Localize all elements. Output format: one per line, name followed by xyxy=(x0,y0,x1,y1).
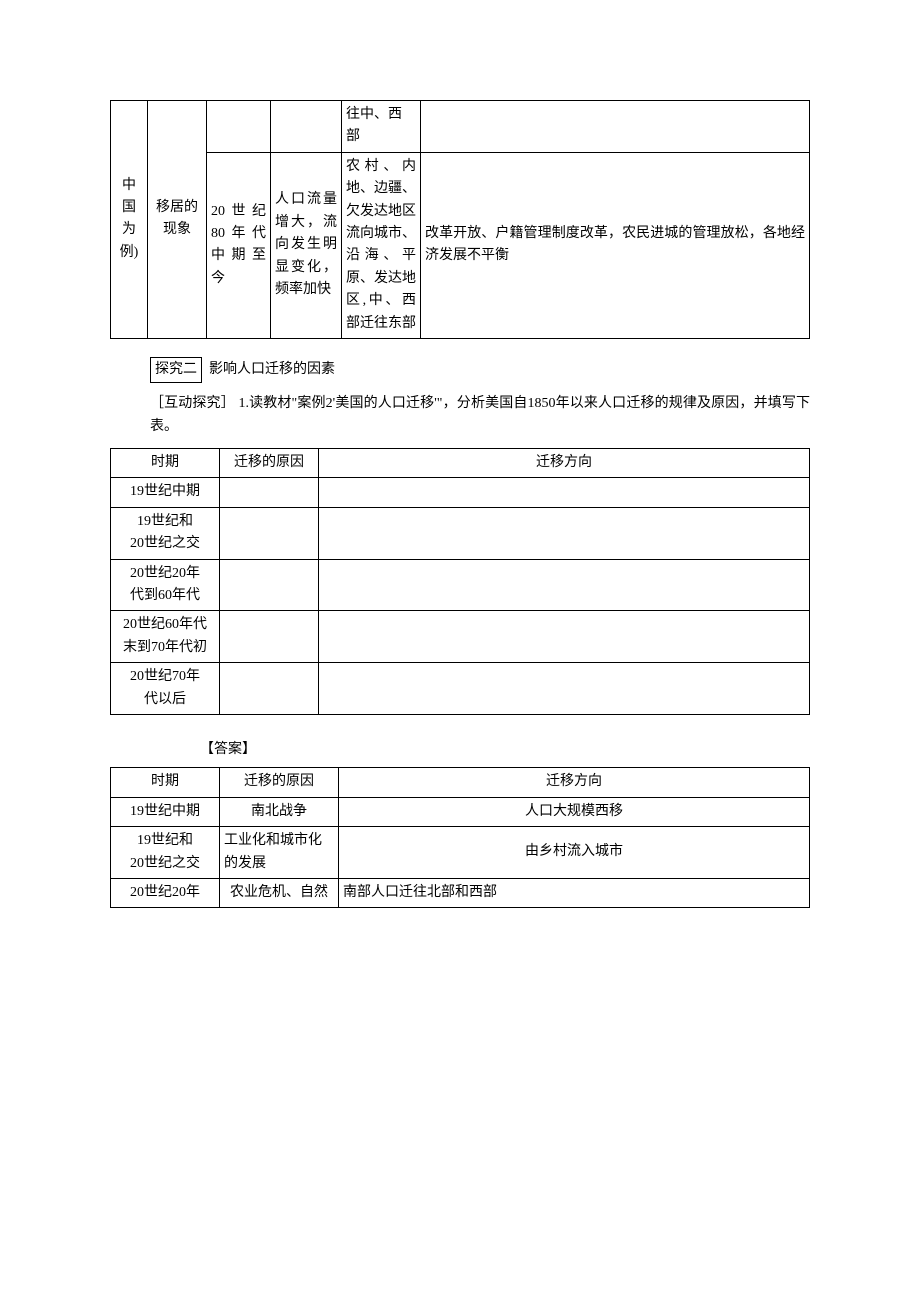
t1-r1c5: 往中、西 部 xyxy=(342,101,421,153)
t2-r3c3 xyxy=(319,559,810,611)
t3-r2c1: 19世纪和 20世纪之交 xyxy=(111,827,220,879)
t1-r1c2b: 现象 xyxy=(163,222,191,237)
t1-r1c2a: 移居的 xyxy=(156,200,198,215)
t3-r2c1a: 19世纪和 xyxy=(137,833,193,848)
t2-r2c1b: 20世纪之交 xyxy=(130,536,200,551)
t1-r2c6: 改革开放、户籍管理制度改革，农民进城的管理放松，各地经济发展不平衡 xyxy=(421,152,810,338)
t1-r1c5a: 往中、西 xyxy=(346,107,402,122)
t1-r1c3 xyxy=(207,101,271,153)
t1-col2: 移居的 现象 xyxy=(148,101,207,339)
intro-paragraph: ［互动探究］ 1.读教材"案例2'美国的人口迁移'"，分析美国自1850年以来人… xyxy=(150,393,810,438)
t2-r4c2 xyxy=(220,611,319,663)
t1-r2c3: 20世纪80年代中期至今 xyxy=(207,152,271,338)
t2-h3: 迁移方向 xyxy=(319,449,810,478)
t1-r1c5b: 部 xyxy=(346,129,360,144)
t3-r1c1: 19世纪中期 xyxy=(111,797,220,826)
answer-label: 【答案】 xyxy=(200,739,810,761)
t1-r1c6 xyxy=(421,101,810,153)
t1-r2c5: 农村、内地、边疆、欠发达地区流向城市、沿海、平原、发达地区,中、西部迁往东部 xyxy=(342,152,421,338)
t2-r2c3 xyxy=(319,507,810,559)
heading-box: 探究二 xyxy=(150,357,202,383)
t1-col1-l3: 为 xyxy=(122,222,136,237)
t2-r5c1b: 代以后 xyxy=(144,692,186,707)
t2-r5c1a: 20世纪70年 xyxy=(130,669,200,684)
t2-r4c3 xyxy=(319,611,810,663)
t3-h3: 迁移方向 xyxy=(339,768,810,797)
t3-r2c1b: 20世纪之交 xyxy=(130,856,200,871)
t2-r4c1b: 末到70年代初 xyxy=(123,640,207,655)
t1-r1c4 xyxy=(271,101,342,153)
t2-r5c3 xyxy=(319,663,810,715)
table-us-migration-answers: 时期 迁移的原因 迁移方向 19世纪中期 南北战争 人口大规模西移 19世纪和 … xyxy=(110,767,810,908)
t2-r1c1: 19世纪中期 xyxy=(111,478,220,507)
t3-h1: 时期 xyxy=(111,768,220,797)
t3-r1c3: 人口大规模西移 xyxy=(339,797,810,826)
t2-r5c1: 20世纪70年 代以后 xyxy=(111,663,220,715)
t3-r3c1: 20世纪20年 xyxy=(111,878,220,907)
t3-r3c3: 南部人口迁往北部和西部 xyxy=(339,878,810,907)
t2-r2c1: 19世纪和 20世纪之交 xyxy=(111,507,220,559)
t2-r4c1a: 20世纪60年代 xyxy=(123,617,207,632)
t2-r3c1b: 代到60年代 xyxy=(130,588,200,603)
t2-h1: 时期 xyxy=(111,449,220,478)
t1-col1-l2: 国 xyxy=(122,200,136,215)
t2-r4c1: 20世纪60年代 末到70年代初 xyxy=(111,611,220,663)
t2-r3c1: 20世纪20年 代到60年代 xyxy=(111,559,220,611)
t2-r3c1a: 20世纪20年 xyxy=(130,566,200,581)
t2-r1c3 xyxy=(319,478,810,507)
t3-r1c2: 南北战争 xyxy=(220,797,339,826)
t1-col1-l1: 中 xyxy=(122,178,136,193)
t2-r2c2 xyxy=(220,507,319,559)
t2-r2c1a: 19世纪和 xyxy=(137,514,193,529)
table-us-migration-blank: 时期 迁移的原因 迁移方向 19世纪中期 19世纪和 20世纪之交 20世纪20… xyxy=(110,448,810,715)
t3-r2c2: 工业化和城市化的发展 xyxy=(220,827,339,879)
t3-h2: 迁移的原因 xyxy=(220,768,339,797)
table-china-migration: 中 国 为 例) 移居的 现象 往中、西 部 20世纪80年代中期至今 人口流量… xyxy=(110,100,810,339)
t1-r2c4: 人口流量增大，流向发生明显变化，频率加快 xyxy=(271,152,342,338)
t2-r1c2 xyxy=(220,478,319,507)
heading-text: 影响人口迁移的因素 xyxy=(209,362,335,377)
t2-r3c2 xyxy=(220,559,319,611)
t3-r3c2: 农业危机、自然 xyxy=(220,878,339,907)
t1-col1-l4: 例) xyxy=(120,245,139,260)
t3-r2c3: 由乡村流入城市 xyxy=(339,827,810,879)
section-heading: 探究二 影响人口迁移的因素 xyxy=(150,357,810,383)
t2-r5c2 xyxy=(220,663,319,715)
t1-col1: 中 国 为 例) xyxy=(111,101,148,339)
t2-h2: 迁移的原因 xyxy=(220,449,319,478)
